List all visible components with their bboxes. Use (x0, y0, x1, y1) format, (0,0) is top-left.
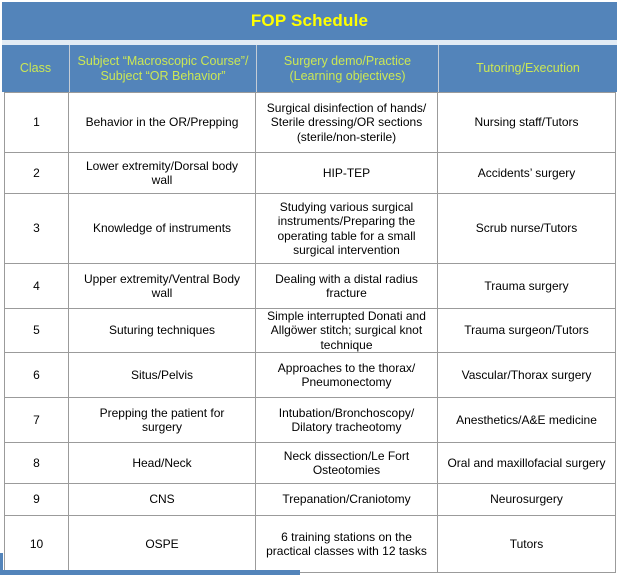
page-title: FOP Schedule (250, 11, 369, 30)
row-8-subject-cell: Head/Neck (69, 443, 256, 484)
row-10-class-number-cell: 10 (5, 516, 69, 572)
row-5-class-number-cell: 5 (5, 309, 69, 353)
row-7-class-number-cell: 7 (5, 398, 69, 443)
row-8-class-number-cell: 8 (5, 443, 69, 484)
row-2-subject-cell: Lower extremity/Dorsal body wall (69, 153, 256, 194)
row-4-tutoring-cell: Trauma surgery (438, 264, 615, 309)
row-9-practice-cell: Trepanation/Craniotomy (256, 484, 438, 516)
title-bar: FOP Schedule (2, 2, 617, 40)
row-9-class-number-cell: 9 (5, 484, 69, 516)
row-10-subject-cell: OSPE (69, 516, 256, 572)
row-7-subject-cell: Prepping the patient for surgery (69, 398, 256, 443)
bottom-blue-border-fragment (0, 570, 300, 575)
row-5-practice-cell: Simple interrupted Donati and Allgöwer s… (256, 309, 438, 353)
row-1-subject-cell: Behavior in the OR/Prepping (69, 93, 256, 153)
row-4-subject-cell: Upper extremity/Ventral Body wall (69, 264, 256, 309)
row-2-tutoring-cell: Accidents’ surgery (438, 153, 615, 194)
column-header-practice: Surgery demo/Practice (Learning objectiv… (256, 45, 438, 92)
column-header-tutoring: Tutoring/Execution (438, 45, 617, 92)
row-1-class-number-cell: 1 (5, 93, 69, 153)
row-6-subject-cell: Situs/Pelvis (69, 353, 256, 398)
column-header-class: Class (19, 61, 52, 75)
row-5-subject-cell: Suturing techniques (69, 309, 256, 353)
row-5-tutoring-cell: Trauma surgeon/Tutors (438, 309, 615, 353)
row-10-practice-cell: 6 training stations on the practical cla… (256, 516, 438, 572)
table-body: 1 Behavior in the OR/Prepping Surgical dis… (4, 92, 616, 573)
row-2-class-number-cell: 2 (5, 153, 69, 194)
row-1-tutoring-cell: Nursing staff/Tutors (438, 93, 615, 153)
row-4-class-number-cell: 4 (5, 264, 69, 309)
title-header-divider (2, 40, 617, 45)
row-1-practice-cell: Surgical disinfection of hands/ Sterile … (256, 93, 438, 153)
row-8-tutoring-cell: Oral and maxillofacial surgery (438, 443, 615, 484)
row-2-practice-cell: HIP-TEP (256, 153, 438, 194)
row-10-tutoring-cell: Tutors (509, 536, 544, 551)
table-header-row: Class Subject “Macroscopic Course”/ Subj… (2, 45, 617, 92)
row-6-tutoring-cell: Vascular/Thorax surgery (438, 353, 615, 398)
row-6-practice-cell: Approaches to the thorax/ Pneumonectomy (256, 353, 438, 398)
row-7-tutoring-cell: Anesthetics/A&E medicine (438, 398, 615, 443)
row-9-tutoring-cell: Neurosurgery (438, 484, 615, 516)
row-4-practice-cell: Dealing with a distal radius fracture (256, 264, 438, 309)
row-8-practice-cell: Neck dissection/Le Fort Osteotomies (256, 443, 438, 484)
column-header-subject: Subject “Macroscopic Course”/ Subject “O… (69, 45, 256, 92)
row-9-subject-cell: CNS (69, 484, 256, 516)
row-3-subject-cell: Knowledge of instruments (69, 194, 256, 264)
row-6-class-number-cell: 6 (5, 353, 69, 398)
left-blue-border-fragment (0, 553, 3, 575)
row-3-class-number-cell: 3 (5, 194, 69, 264)
row-3-practice-cell: Studying various surgical instruments/Pr… (256, 194, 438, 264)
row-3-tutoring-cell: Scrub nurse/Tutors (438, 194, 615, 264)
row-7-practice-cell: Intubation/Bronchoscopy/ Dilatory trache… (256, 398, 438, 443)
